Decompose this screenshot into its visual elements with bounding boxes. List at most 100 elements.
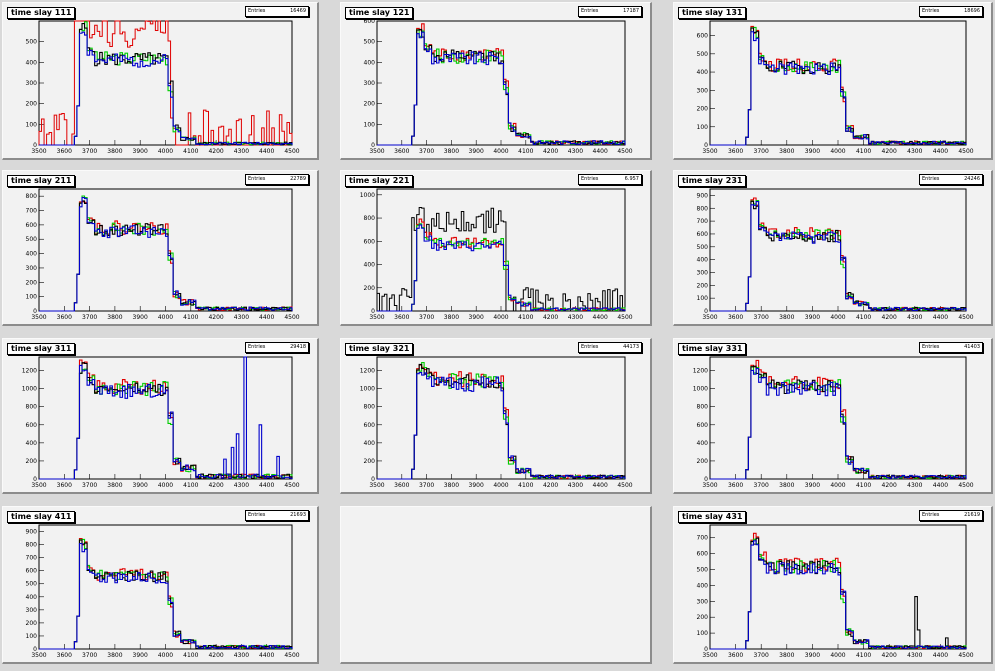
x-tick-label: 3500 xyxy=(369,148,384,155)
x-tick-label: 4200 xyxy=(882,652,897,659)
x-tick-label: 3600 xyxy=(394,148,409,155)
x-tick-label: 3500 xyxy=(702,314,717,321)
stats-label: Entries xyxy=(248,176,266,182)
histogram-title: time slay 321 xyxy=(345,343,414,355)
histogram-plot: 0 200 400 600 800 1000 1200 3500 3600 3700 3800 390… xyxy=(22,356,300,489)
x-tick-label: 3600 xyxy=(394,482,409,489)
stats-value: 22789 xyxy=(290,176,306,182)
y-tick-label: 400 xyxy=(26,594,38,601)
x-tick-label: 4000 xyxy=(158,314,173,321)
x-tick-label: 3800 xyxy=(107,652,122,659)
histogram-plot: 0 100 200 300 400 500 600 3500 3600 3700 3800 3900 4… xyxy=(697,20,974,155)
stats-label: Entries xyxy=(248,512,266,518)
plot-frame xyxy=(376,188,626,312)
histogram-plot: 0 100 200 300 400 500 600 700 800 900 3500 3600 3700… xyxy=(697,188,974,321)
histogram-title: time slay 311 xyxy=(7,343,76,355)
x-tick-label: 4200 xyxy=(543,482,558,489)
histogram-pad: 0 100 200 300 400 500 600 3500 3600 3700 3800 3900 4… xyxy=(340,2,652,160)
y-tick-label: 500 xyxy=(26,39,38,46)
series-blue xyxy=(39,542,293,650)
y-tick-label: 100 xyxy=(697,124,709,131)
y-tick-label: 200 xyxy=(364,458,376,465)
x-tick-label: 3600 xyxy=(728,652,743,659)
histogram-title: time slay 231 xyxy=(678,175,747,187)
y-tick-label: 100 xyxy=(26,294,38,301)
x-tick-label: 3900 xyxy=(133,314,148,321)
x-tick-label: 3800 xyxy=(107,148,122,155)
y-tick-label: 600 xyxy=(697,231,709,238)
x-tick-label: 4400 xyxy=(259,482,274,489)
y-tick-label: 600 xyxy=(364,238,376,245)
series-blue xyxy=(377,31,626,146)
x-tick-label: 4400 xyxy=(259,652,274,659)
x-tick-label: 4300 xyxy=(234,652,249,659)
y-tick-label: 400 xyxy=(697,582,709,589)
x-tick-label: 3500 xyxy=(369,314,384,321)
x-tick-label: 4100 xyxy=(518,314,533,321)
y-tick-label: 1200 xyxy=(693,368,708,375)
y-tick-label: 1200 xyxy=(360,368,375,375)
stats-value: 16469 xyxy=(290,8,306,14)
y-tick-label: 200 xyxy=(26,458,38,465)
stats-value: 17187 xyxy=(623,8,639,14)
y-tick-label: 500 xyxy=(26,581,38,588)
x-tick-label: 4200 xyxy=(882,482,897,489)
x-tick-label: 3500 xyxy=(369,482,384,489)
x-tick-label: 3900 xyxy=(133,148,148,155)
x-tick-label: 4100 xyxy=(856,652,871,659)
x-tick-label: 4400 xyxy=(933,652,948,659)
y-tick-label: 300 xyxy=(26,607,38,614)
stats-label: Entries xyxy=(922,176,940,182)
x-tick-label: 4300 xyxy=(234,314,249,321)
x-tick-label: 4300 xyxy=(907,148,922,155)
x-tick-label: 3800 xyxy=(107,314,122,321)
stats-box: Entries 16469 xyxy=(245,6,309,17)
histogram-plot: 0 100 200 300 400 500 600 700 800 3500 3600 3700 380… xyxy=(26,188,300,321)
y-tick-label: 1000 xyxy=(360,192,375,199)
y-tick-label: 400 xyxy=(364,262,376,269)
y-tick-label: 0 xyxy=(33,142,37,149)
y-tick-label: 500 xyxy=(697,51,709,58)
x-tick-label: 4000 xyxy=(830,314,845,321)
y-tick-label: 300 xyxy=(697,87,709,94)
series-red-noise xyxy=(38,20,293,146)
x-tick-label: 3800 xyxy=(779,482,794,489)
x-tick-label: 4000 xyxy=(830,148,845,155)
stats-box: Entries 17187 xyxy=(578,6,642,17)
y-tick-label: 200 xyxy=(364,101,376,108)
y-tick-label: 1000 xyxy=(693,386,708,393)
x-tick-label: 3700 xyxy=(419,482,434,489)
y-tick-label: 0 xyxy=(33,308,37,315)
plot-frame xyxy=(376,20,626,146)
histogram-pad: 0 200 400 600 800 1000 1200 3500 3600 3700 3800 390… xyxy=(2,338,319,494)
x-tick-label: 4100 xyxy=(856,314,871,321)
x-tick-label: 4100 xyxy=(183,314,198,321)
x-tick-label: 4000 xyxy=(493,482,508,489)
x-tick-label: 4400 xyxy=(933,148,948,155)
stats-box: Entries 21693 xyxy=(245,510,309,521)
x-tick-label: 3800 xyxy=(444,314,459,321)
x-tick-label: 3500 xyxy=(31,148,46,155)
y-tick-label: 200 xyxy=(26,620,38,627)
x-tick-label: 4400 xyxy=(259,314,274,321)
x-tick-label: 4000 xyxy=(158,482,173,489)
stats-label: Entries xyxy=(581,176,599,182)
x-tick-label: 4000 xyxy=(493,314,508,321)
y-tick-label: 600 xyxy=(364,18,376,25)
histogram-plot: 0 100 200 300 400 500 600 700 800 900 3500 3600 3700… xyxy=(26,524,300,659)
x-tick-label: 4300 xyxy=(234,148,249,155)
x-tick-label: 3800 xyxy=(779,652,794,659)
histogram-pad: 0 100 200 300 400 500 600 700 800 900 3500 3600 3700… xyxy=(2,506,319,664)
x-tick-label: 4100 xyxy=(856,148,871,155)
x-tick-label: 3500 xyxy=(31,652,46,659)
stats-box: Entries 41403 xyxy=(919,342,983,353)
histogram-title: time slay 111 xyxy=(7,7,76,19)
histogram-title: time slay 221 xyxy=(345,175,414,187)
plot-frame xyxy=(709,524,967,650)
x-tick-label: 3700 xyxy=(754,482,769,489)
y-tick-label: 100 xyxy=(364,121,376,128)
y-tick-label: 500 xyxy=(697,567,709,574)
histogram-title: time slay 331 xyxy=(678,343,747,355)
x-tick-label: 4300 xyxy=(568,482,583,489)
x-tick-label: 4500 xyxy=(617,482,632,489)
